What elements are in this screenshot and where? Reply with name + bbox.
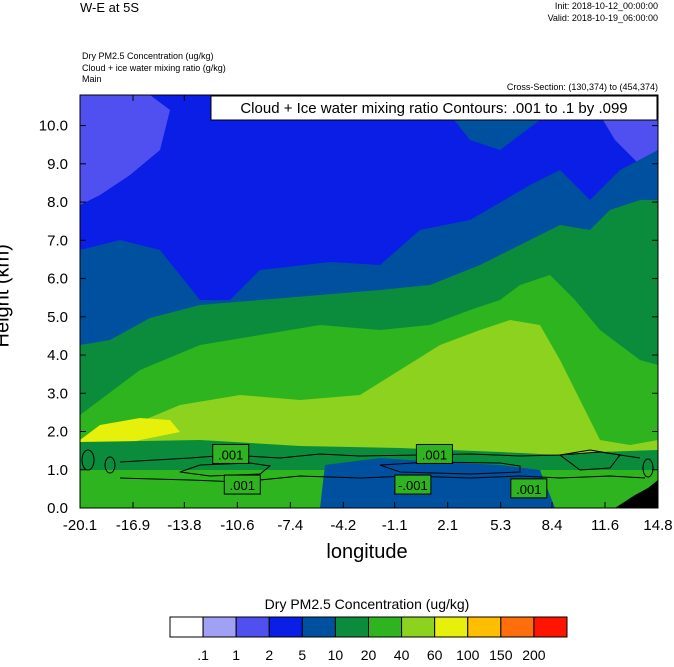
y-tick-label: 0.0 bbox=[47, 500, 68, 517]
contour-label-box bbox=[223, 474, 261, 495]
colorbar-swatch bbox=[334, 616, 369, 638]
x-tick-label: 5.3 bbox=[490, 517, 511, 534]
meta-line-pm25: Dry PM2.5 Concentration (ug/kg) bbox=[82, 51, 214, 61]
colorbar-swatch bbox=[368, 616, 403, 638]
x-tick-label: 8.4 bbox=[542, 517, 563, 534]
colorbar-swatch bbox=[533, 616, 568, 638]
contour-label: .001 bbox=[422, 447, 447, 462]
colorbar-swatch bbox=[202, 616, 237, 638]
x-tick-label: -1.1 bbox=[382, 517, 408, 534]
contour-label: -.001 bbox=[398, 478, 428, 493]
x-tick-label: -7.4 bbox=[277, 517, 303, 534]
contour-label: .001 bbox=[218, 447, 243, 462]
meta-line-cloud: Cloud + ice water mixing ratio (g/kg) bbox=[82, 63, 226, 73]
x-tick-label: 14.8 bbox=[643, 517, 672, 534]
colorbar-swatch bbox=[401, 616, 436, 638]
x-tick-label: -13.8 bbox=[167, 517, 201, 534]
contour-label: .001 bbox=[516, 482, 541, 497]
colorbar-label: 60 bbox=[427, 647, 443, 663]
figure-title: W-E at 5S bbox=[80, 0, 140, 15]
y-tick-label: 3.0 bbox=[47, 385, 68, 402]
cross-section-label: Cross-Section: (130,374) to (454,374) bbox=[506, 82, 658, 92]
contour-label: .001 bbox=[230, 478, 255, 493]
contour-label-box bbox=[212, 443, 250, 464]
y-tick-label: 1.0 bbox=[47, 462, 68, 479]
colorbar-label: 1 bbox=[232, 647, 240, 663]
plot-frame bbox=[79, 94, 659, 509]
contour-label-box bbox=[394, 474, 432, 495]
fill-region-low-blue bbox=[320, 458, 555, 508]
x-tick-label: -16.9 bbox=[116, 517, 150, 534]
contour-line-box-left bbox=[179, 462, 272, 477]
contour-title-box bbox=[210, 95, 658, 121]
meta-line-main: Main bbox=[82, 74, 102, 84]
x-tick-label: -20.1 bbox=[63, 517, 97, 534]
fill-region-terrain bbox=[615, 480, 658, 508]
colorbar-label: 20 bbox=[361, 647, 377, 663]
colorbar-label: 5 bbox=[298, 647, 306, 663]
colorbar-swatch bbox=[434, 616, 469, 638]
y-tick-label: 4.0 bbox=[47, 347, 68, 364]
contour-label-box bbox=[510, 478, 548, 499]
y-tick-label: 9.0 bbox=[47, 156, 68, 173]
colorbar-label: 40 bbox=[394, 647, 410, 663]
colorbar-swatch bbox=[235, 616, 270, 638]
y-tick-label: 8.0 bbox=[47, 194, 68, 211]
colorbar-label: 150 bbox=[489, 647, 513, 663]
init-time: Init: 2018-10-12_00:00:00 bbox=[554, 1, 658, 11]
colorbar-label: 10 bbox=[328, 647, 344, 663]
colorbar-label: 200 bbox=[522, 647, 546, 663]
y-axis: 0.0 1.0 2.0 3.0 4.0 5.0 6.0 7.0 8.0 9.0 10.0 bbox=[39, 118, 658, 517]
contour-line-blob-left2 bbox=[104, 456, 116, 474]
fill-region-2-5 bbox=[80, 95, 170, 205]
y-tick-label: 2.0 bbox=[47, 424, 68, 441]
colorbar-swatch bbox=[268, 616, 303, 638]
filled-contours bbox=[80, 95, 658, 508]
x-tick-label: -4.2 bbox=[330, 517, 356, 534]
x-axis-title: longitude bbox=[326, 541, 408, 563]
contour-line-blob-left bbox=[81, 449, 95, 471]
x-tick-label: 2.1 bbox=[437, 517, 458, 534]
colorbar: .1 1 2 5 10 20 40 60 100 150 200 bbox=[169, 616, 568, 663]
colorbar-swatch bbox=[169, 616, 204, 638]
contour-line-box-right bbox=[558, 449, 621, 471]
fill-region-60-100 bbox=[80, 320, 658, 470]
x-tick-label: -10.6 bbox=[220, 517, 254, 534]
y-tick-label: 6.0 bbox=[47, 271, 68, 288]
contour-title: Cloud + Ice water mixing ratio Contours:… bbox=[240, 100, 627, 117]
y-tick-label: 5.0 bbox=[47, 309, 68, 326]
colorbar-label: 2 bbox=[265, 647, 273, 663]
colorbar-swatch bbox=[500, 616, 535, 638]
y-axis-title: Height (km) bbox=[0, 244, 14, 348]
contour-label-box bbox=[415, 443, 453, 464]
y-tick-label: 10.0 bbox=[39, 118, 68, 135]
colorbar-swatch bbox=[301, 616, 336, 638]
x-tick-label: 11.6 bbox=[591, 517, 619, 534]
y-tick-label: 7.0 bbox=[47, 232, 68, 249]
valid-time: Valid: 2018-10-19_06:00:00 bbox=[547, 13, 658, 23]
contour-labels: .001 .001 -.001 .001 .001 bbox=[212, 443, 548, 499]
contour-line-blob-right bbox=[642, 458, 654, 478]
colorbar-title: Dry PM2.5 Concentration (ug/kg) bbox=[264, 596, 470, 612]
colorbar-swatch bbox=[467, 616, 502, 638]
colorbar-label: .1 bbox=[197, 647, 209, 663]
colorbar-label: 100 bbox=[456, 647, 480, 663]
x-axis: -20.1 -16.9 -13.8 -10.6 -7.4 -4.2 -1.1 2.1 5.3 8.… bbox=[63, 95, 673, 534]
